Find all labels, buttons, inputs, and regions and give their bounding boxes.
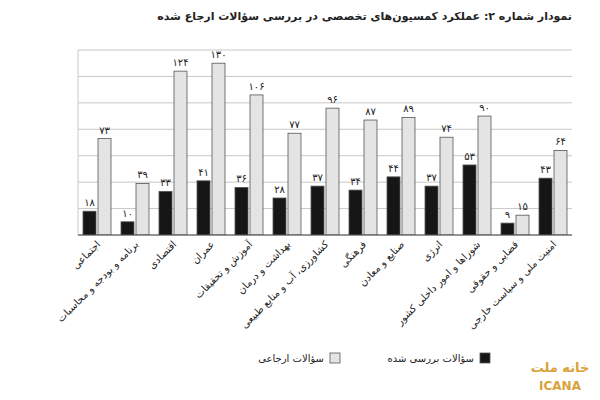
data-label: ۹ — [505, 209, 510, 220]
bar — [349, 190, 362, 235]
legend-label: سؤالات ارجاعی — [258, 353, 324, 364]
data-label: ۳۳ — [160, 177, 171, 188]
data-label: ۹۰ — [479, 102, 490, 113]
data-label: ۳۹ — [137, 169, 148, 180]
grid-line — [78, 155, 572, 156]
data-label: ۲۸ — [274, 184, 285, 195]
bar — [250, 95, 263, 235]
data-label: ۴۳ — [540, 164, 551, 175]
bar — [235, 187, 248, 235]
bar — [174, 71, 187, 235]
legend-swatch — [480, 353, 490, 363]
data-label: ۱۵ — [517, 201, 528, 212]
grid-line — [78, 235, 572, 236]
grid-line — [78, 102, 572, 103]
data-label: ۳۶ — [236, 173, 247, 184]
category-label: عمران — [189, 239, 216, 266]
category-label: برنامه و بودجه و محاسبات — [55, 239, 141, 325]
annotation: خانه ملت — [531, 360, 590, 375]
title: نمودار شماره ۲: عملکرد کمسیون‌های تخصصی … — [157, 10, 572, 23]
data-label: ۴۱ — [198, 167, 209, 178]
bar — [440, 137, 453, 235]
grid-line — [78, 129, 572, 130]
bar — [273, 198, 286, 235]
data-label: ۵۳ — [464, 151, 475, 162]
bar — [288, 133, 301, 235]
data-label: ۳۷ — [426, 172, 437, 183]
grid-line — [78, 76, 572, 77]
data-label: ۳۴ — [350, 176, 361, 187]
category-label: اجتماعی — [70, 239, 103, 272]
category-label: امنیت ملی و سیاست خارجی — [466, 239, 559, 332]
grid-line — [78, 182, 572, 183]
data-label: ۷۳ — [99, 125, 110, 136]
bar — [121, 222, 134, 235]
bar — [212, 63, 225, 235]
grid-line — [78, 208, 572, 209]
bar — [501, 223, 514, 235]
bar — [554, 150, 567, 235]
bar — [364, 120, 377, 235]
category-label: صنایع و معادن — [357, 239, 407, 289]
x-tick-labels: اجتماعیبرنامه و بودجه و محاسباتاقتصادی عم… — [55, 237, 559, 332]
bar — [311, 186, 324, 235]
bar — [387, 177, 400, 235]
data-label: ۱۲۴ — [172, 57, 188, 68]
data-label: ۸۷ — [365, 106, 376, 117]
data-label: ۴۴ — [388, 163, 399, 174]
annotation: ICANA — [539, 379, 582, 393]
legend-swatch — [330, 353, 340, 363]
data-label: ۶۴ — [555, 136, 566, 147]
bar — [159, 191, 172, 235]
data-label: ۱۰ — [122, 208, 133, 219]
data-label: ۹۶ — [327, 94, 338, 105]
legend: سؤالات ارجاعی سؤالات بررسی شده — [258, 353, 490, 364]
bars — [83, 63, 567, 235]
bar — [425, 186, 438, 235]
data-label: ۸۹ — [403, 103, 414, 114]
bar — [516, 215, 529, 235]
plot-edge — [78, 50, 79, 235]
data-label: ۱۸ — [84, 197, 95, 208]
data-label: ۱۳۰ — [210, 49, 226, 60]
data-label: ۱۰۶ — [248, 81, 264, 92]
bar — [326, 108, 339, 235]
data-label: ۷۴ — [441, 123, 452, 134]
bar — [197, 181, 210, 235]
bar — [463, 165, 476, 235]
bar — [136, 183, 149, 235]
category-label: انرژی — [420, 239, 445, 264]
bar — [98, 139, 111, 235]
data-label: ۳۷ — [312, 172, 323, 183]
x-axis — [78, 235, 572, 236]
category-label: اقتصادی — [146, 239, 178, 271]
bar — [539, 178, 552, 235]
data-label: ۷۷ — [289, 119, 300, 130]
bar — [402, 117, 415, 235]
grid-line — [78, 50, 572, 51]
category-label: فرهنگی — [338, 238, 369, 269]
data-labels: ۷۳ ۳۹ ۱۲۴ ۱۳۰ ۱۰۶ ۷۷ ۹۶ ۸۷ ۸۹ ۷۴ ۹۰ ۱۵ ۶۴ ۱۸ ۱۰ ۳۳ ۴۱ ۳۶ ۲… — [84, 49, 566, 220]
legend-label: سؤالات بررسی شده — [387, 353, 474, 364]
watermark: خانه ملت ICANA — [531, 360, 590, 393]
chart: نمودار شماره ۲: عملکرد کمسیون‌های تخصصی … — [0, 0, 600, 400]
bar — [83, 211, 96, 235]
category-label: کشاورزی، آب و منابع طبیعی — [238, 238, 331, 331]
bar — [478, 116, 491, 235]
